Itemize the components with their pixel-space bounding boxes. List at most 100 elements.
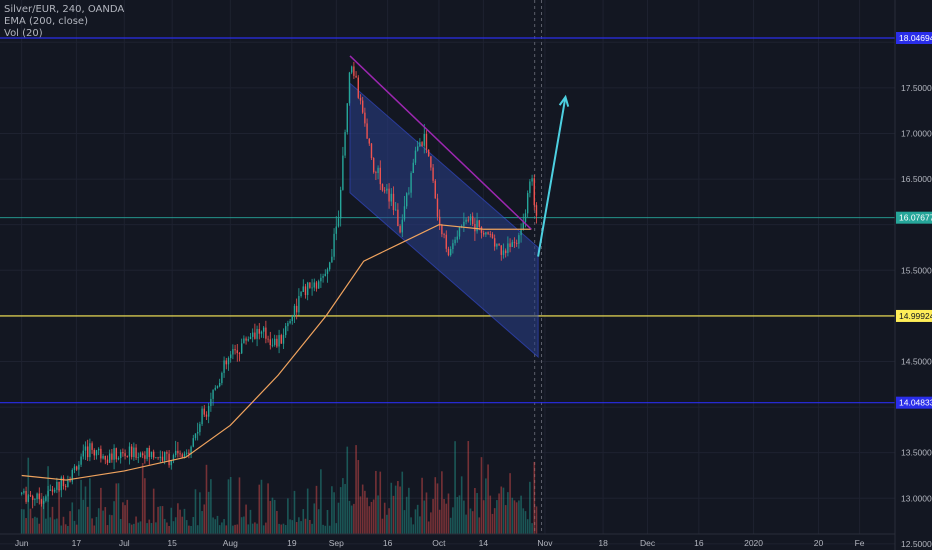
- volume-bar: [427, 521, 430, 534]
- volume-bar: [421, 477, 423, 534]
- candle-body: [108, 453, 111, 463]
- candle-body: [89, 443, 91, 458]
- candle-body: [414, 150, 417, 163]
- volume-bar: [304, 518, 307, 534]
- volume-bar: [445, 503, 448, 534]
- candle-body: [511, 242, 513, 247]
- candle-body: [315, 282, 318, 289]
- volume-bar: [460, 476, 463, 534]
- candle-body: [498, 244, 500, 246]
- candle-body: [273, 338, 276, 345]
- volume-bar: [509, 473, 511, 534]
- volume-bar: [273, 499, 276, 534]
- candle-body: [203, 408, 205, 415]
- candle-body: [91, 443, 93, 450]
- candle-body: [73, 466, 76, 470]
- volume-bar: [441, 471, 443, 534]
- candle-body: [403, 206, 406, 220]
- candle-body: [150, 451, 153, 457]
- volume-bar: [280, 524, 283, 534]
- volume-bar: [243, 516, 245, 534]
- volume-bar: [300, 521, 302, 534]
- candle-body: [29, 495, 32, 497]
- volume-bar: [122, 502, 124, 534]
- volume-bar: [414, 509, 417, 534]
- candle-body: [496, 244, 498, 247]
- candle-body: [218, 383, 221, 387]
- volume-bar: [381, 518, 384, 534]
- candle-body: [309, 282, 311, 288]
- candle-body: [449, 249, 452, 256]
- candle-body: [258, 328, 260, 334]
- volume-bar: [225, 525, 228, 534]
- volume-bar: [383, 502, 386, 534]
- volume-bar: [388, 508, 390, 534]
- candle-body: [205, 414, 208, 417]
- volume-bar: [183, 508, 186, 534]
- volume-bar: [190, 525, 192, 534]
- ema-legend[interactable]: EMA (200, close): [4, 16, 88, 27]
- projection-arrow-shaft: [537, 96, 567, 257]
- time-axis[interactable]: Jun 17 Jul 15 Aug 19 Sep 16 Oct 14 Nov 18 Dec 16 2020 2…: [0, 533, 895, 548]
- volume-bar: [419, 516, 421, 534]
- candle-body: [397, 209, 399, 227]
- candle-body: [214, 387, 216, 390]
- candle-body: [155, 457, 157, 459]
- volume-bar: [212, 517, 214, 534]
- candle-body: [379, 167, 381, 185]
- volume-bar: [309, 519, 311, 534]
- volume-bar: [306, 488, 309, 534]
- volume-bar: [478, 517, 481, 534]
- volume-bar: [397, 481, 399, 534]
- candle-body: [339, 189, 342, 219]
- volume-bar: [23, 509, 25, 534]
- volume-bar: [346, 446, 349, 534]
- candle-body: [441, 225, 443, 235]
- volume-bar: [89, 478, 91, 534]
- candle-body: [467, 219, 469, 221]
- candle-body: [432, 167, 434, 181]
- volume-bar: [75, 524, 78, 534]
- candle-body: [507, 243, 509, 254]
- candle-body: [80, 456, 82, 465]
- volume-bar: [245, 504, 247, 534]
- candle-body: [269, 339, 271, 346]
- candle-body: [474, 224, 476, 232]
- candle-body: [115, 448, 117, 460]
- candle-body: [355, 75, 357, 78]
- volume-bar: [386, 514, 388, 534]
- candle-body: [135, 447, 137, 458]
- candle-body: [146, 447, 148, 459]
- candle-body: [425, 133, 428, 150]
- volume-bar: [172, 521, 175, 534]
- volume-bar: [293, 490, 296, 534]
- volume-bar: [181, 516, 184, 534]
- volume-bar: [526, 519, 529, 534]
- volume-bar: [443, 499, 445, 534]
- volume-bar: [511, 497, 514, 534]
- candle-body: [520, 229, 522, 236]
- candle-body: [144, 455, 146, 459]
- volume-bar: [117, 483, 120, 534]
- volume-bar: [507, 492, 509, 534]
- volume-bar: [502, 487, 505, 534]
- volume-bar: [161, 506, 164, 534]
- candle-body: [331, 256, 333, 263]
- candle-body: [529, 181, 531, 194]
- candle-body: [271, 344, 274, 346]
- candle-body: [245, 338, 247, 341]
- candle-body: [251, 332, 254, 337]
- volume-legend[interactable]: Vol (20): [4, 28, 43, 39]
- symbol-title[interactable]: Silver/EUR, 240, OANDA: [4, 4, 125, 15]
- volume-bar: [38, 523, 41, 534]
- volume-bar: [150, 523, 153, 534]
- volume-bar: [504, 505, 507, 534]
- volume-bar: [25, 518, 27, 534]
- price-axis[interactable]: 12.50000 13.00000 13.50000 14.50000 15.50000…: [894, 0, 932, 550]
- candle-body: [225, 360, 227, 365]
- volume-bar: [487, 464, 489, 534]
- candle-body: [377, 167, 379, 173]
- volume-bar: [489, 495, 492, 534]
- volume-bar: [326, 509, 329, 534]
